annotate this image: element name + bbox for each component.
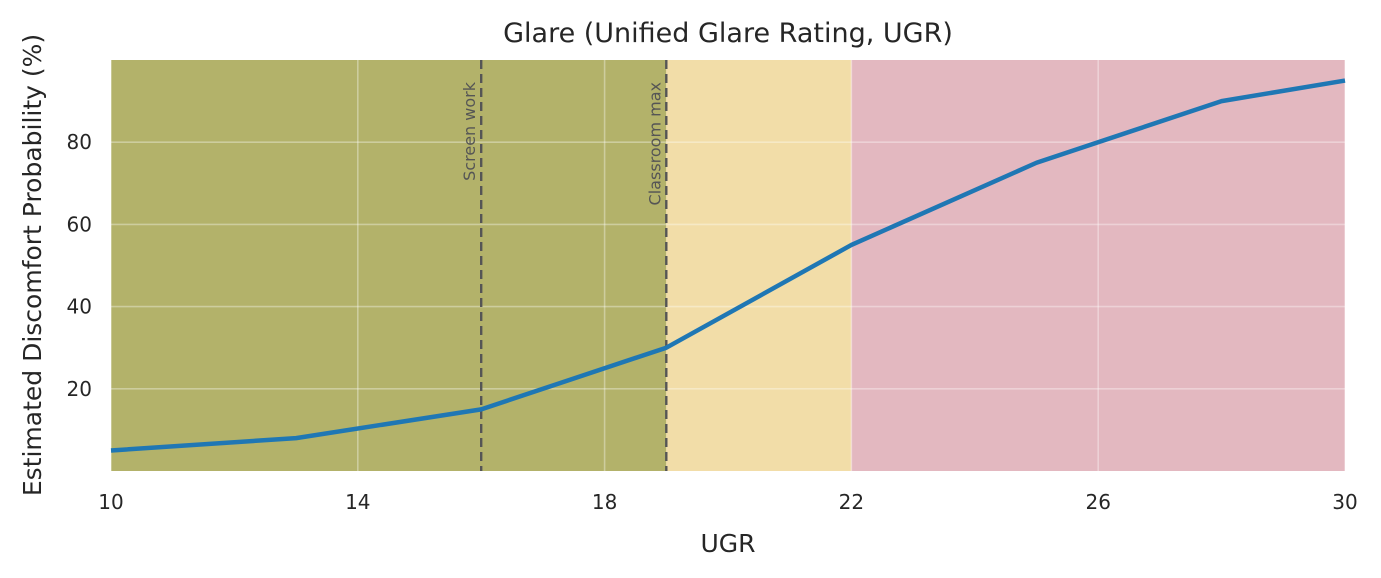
gridlines bbox=[110, 60, 1346, 471]
x-tick-label-1: 14 bbox=[345, 490, 370, 514]
x-tick-label-0: 10 bbox=[98, 490, 123, 514]
x-tick-label-4: 26 bbox=[1085, 490, 1110, 514]
background-bands bbox=[111, 60, 1345, 471]
reference-label-1: Classroom max bbox=[645, 82, 664, 205]
band-0 bbox=[111, 60, 667, 471]
reference-label-0: Screen work bbox=[460, 81, 479, 181]
y-tick-label-3: 80 bbox=[67, 130, 92, 154]
x-tick-label-2: 18 bbox=[592, 490, 617, 514]
series-layer bbox=[110, 78, 1346, 453]
x-tick-label-3: 22 bbox=[839, 490, 864, 514]
tick-labels: 10 14 18 22 26 30 20 40 60 80 bbox=[67, 130, 1358, 514]
y-tick-label-1: 40 bbox=[67, 295, 92, 319]
chart-title: Glare (Unified Glare Rating, UGR) bbox=[503, 18, 953, 49]
x-axis-label: UGR bbox=[700, 529, 755, 558]
band-1 bbox=[666, 60, 852, 471]
x-tick-label-5: 30 bbox=[1332, 490, 1357, 514]
y-tick-label-2: 60 bbox=[67, 212, 92, 236]
series-line-0 bbox=[110, 78, 1346, 453]
reference-lines: Screen work Classroom max bbox=[460, 60, 668, 471]
band-2 bbox=[851, 60, 1345, 471]
y-axis-label: Estimated Discomfort Probability (%) bbox=[18, 34, 47, 496]
y-tick-label-0: 20 bbox=[67, 377, 92, 401]
